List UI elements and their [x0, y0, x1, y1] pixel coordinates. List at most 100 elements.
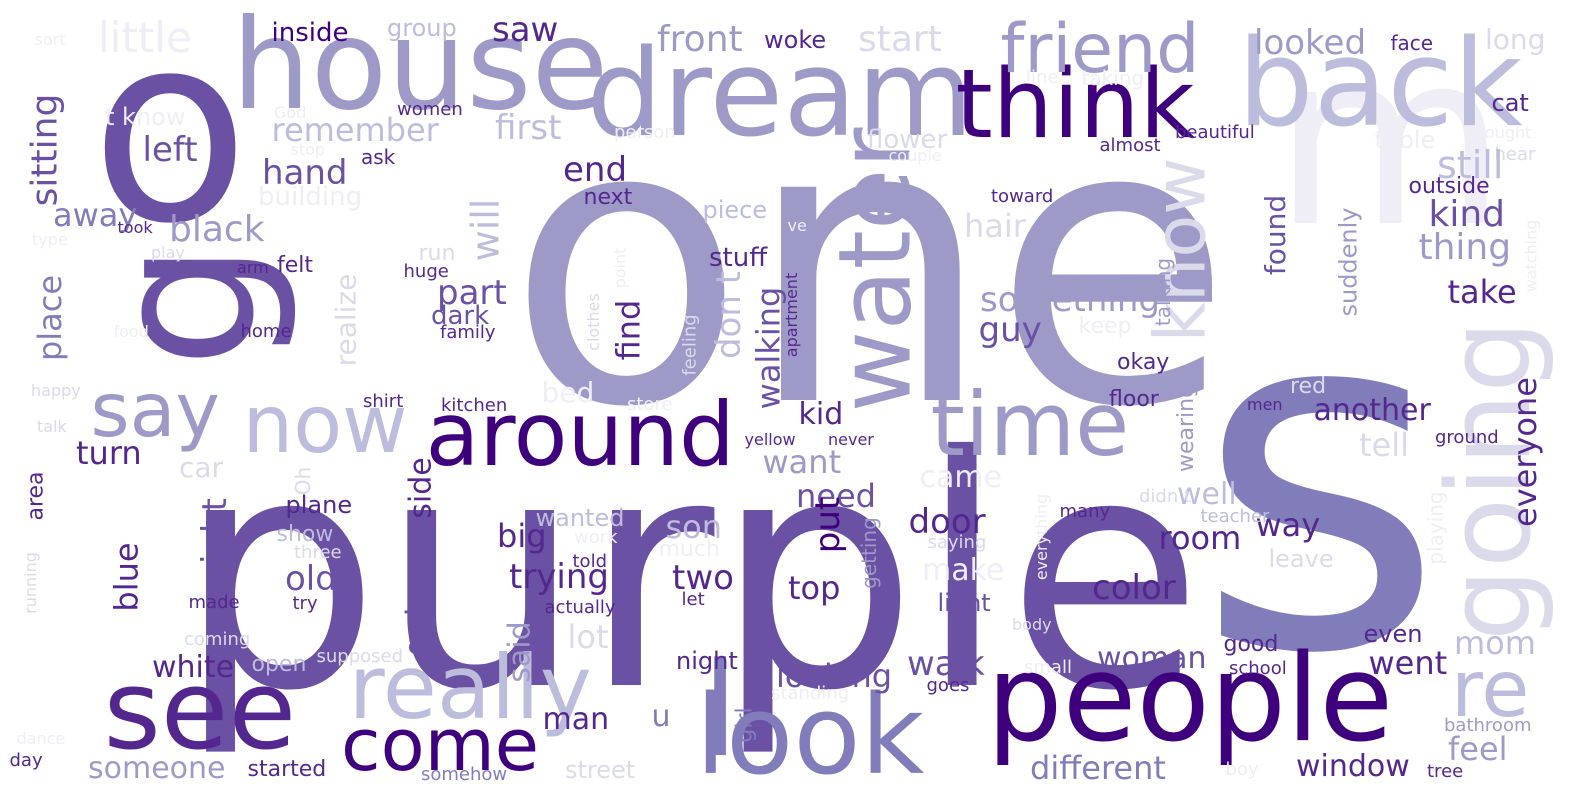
- word-start: start: [858, 19, 942, 60]
- word-inside: inside: [271, 18, 349, 48]
- word-right: right: [194, 498, 235, 578]
- word-see: see: [103, 646, 297, 774]
- word-day: day: [9, 750, 43, 771]
- word-table: table: [1374, 126, 1436, 154]
- word-everyone: everyone: [1505, 377, 1544, 527]
- word-actually: actually: [544, 597, 616, 618]
- word-sitting: sitting: [23, 93, 65, 207]
- word-now: now: [242, 378, 408, 471]
- word-man: man: [542, 702, 610, 737]
- word-couple: couple: [888, 146, 942, 165]
- word-keep: keep: [1078, 314, 1132, 339]
- word-cat: cat: [1491, 89, 1529, 117]
- word-hair: hair: [964, 207, 1026, 245]
- word-different: different: [1030, 749, 1166, 787]
- word-room: room: [1158, 519, 1242, 557]
- word-outside: outside: [1408, 174, 1490, 199]
- word-god: God: [274, 103, 307, 122]
- word-suddenly: suddenly: [1334, 207, 1363, 317]
- word-coming: coming: [184, 629, 251, 650]
- word-arm: arm: [237, 258, 269, 277]
- word-boy: boy: [1225, 759, 1259, 780]
- word-body: body: [1012, 615, 1052, 634]
- word-wanted: wanted: [535, 504, 625, 532]
- word-try: try: [292, 593, 318, 614]
- word-running: running: [20, 552, 40, 614]
- word-dream: dream: [586, 25, 974, 164]
- word-beautiful: beautiful: [1175, 122, 1255, 143]
- word-lot: lot: [567, 618, 609, 656]
- word-small: small: [1024, 657, 1072, 678]
- word-girl: girl: [732, 707, 758, 743]
- word-bathroom: bathroom: [1444, 715, 1532, 736]
- word-family: family: [440, 322, 496, 343]
- word-re: re: [1451, 645, 1530, 735]
- word-thing: thing: [1418, 227, 1512, 268]
- word-s: s: [1195, 200, 1446, 759]
- word-line: line: [1026, 67, 1059, 88]
- word-m: m: [1273, 0, 1507, 280]
- word-area: area: [23, 471, 49, 521]
- word-looked: looked: [1254, 23, 1367, 63]
- word-ask: ask: [361, 145, 396, 169]
- word-light: light: [937, 589, 991, 617]
- word-clothes: clothes: [583, 293, 603, 351]
- word-away: away: [53, 196, 138, 234]
- word-woman: woman: [1097, 641, 1207, 676]
- word-got: got: [397, 603, 436, 657]
- word-guy: guy: [978, 310, 1042, 350]
- word-building: building: [258, 182, 363, 212]
- word-somehow: somehow: [421, 764, 508, 785]
- word-make: make: [922, 553, 1005, 588]
- word-way: way: [1255, 506, 1321, 544]
- word-goes: goes: [926, 675, 970, 696]
- word-kitchen: kitchen: [441, 395, 508, 416]
- word-end: end: [563, 150, 628, 190]
- word-floor: floor: [1109, 387, 1159, 412]
- word-getting: getting: [856, 517, 881, 589]
- word-told: told: [572, 551, 608, 572]
- word-trying: trying: [509, 557, 610, 597]
- word-face: face: [1390, 31, 1434, 55]
- word-didn-t: didn t: [1139, 486, 1192, 507]
- word-found: found: [1259, 194, 1293, 276]
- word-mom: mom: [1454, 624, 1536, 662]
- word-school: school: [1229, 658, 1287, 679]
- word-another: another: [1313, 393, 1431, 428]
- word-took: took: [117, 218, 153, 237]
- word-really: really: [348, 636, 592, 739]
- word-people: people: [986, 630, 1394, 769]
- word-night: night: [676, 647, 738, 675]
- word-l: l: [702, 634, 739, 786]
- word-much: much: [658, 537, 720, 562]
- word-said: said: [502, 621, 538, 683]
- word-kind: kind: [1428, 194, 1506, 235]
- word-ground: ground: [1435, 427, 1499, 448]
- word-u: u: [651, 699, 671, 734]
- word-o: o: [90, 0, 250, 281]
- word-playing: playing: [1423, 491, 1448, 565]
- word-taking: taking: [1081, 66, 1145, 90]
- word-home: home: [240, 321, 292, 342]
- word-place: place: [31, 274, 70, 362]
- word-still: still: [1437, 143, 1504, 187]
- word-looking: looking: [776, 657, 893, 695]
- word-something: something: [980, 280, 1161, 320]
- word-started: started: [247, 757, 327, 782]
- word-piece: piece: [702, 196, 768, 224]
- word-think: think: [955, 49, 1195, 160]
- word-stuff: stuff: [709, 243, 768, 273]
- word-tree: tree: [1427, 761, 1464, 782]
- word-teacher: teacher: [1200, 506, 1270, 527]
- word-first: first: [495, 108, 562, 148]
- word-say: say: [90, 365, 220, 454]
- word-two: two: [672, 558, 734, 598]
- word-play: play: [151, 243, 185, 262]
- word-find: find: [608, 299, 647, 361]
- word-around: around: [425, 383, 735, 486]
- word-happy: happy: [31, 381, 81, 400]
- word-left: left: [142, 130, 198, 170]
- word-ve: ve: [787, 216, 807, 235]
- word-open: open: [251, 652, 307, 677]
